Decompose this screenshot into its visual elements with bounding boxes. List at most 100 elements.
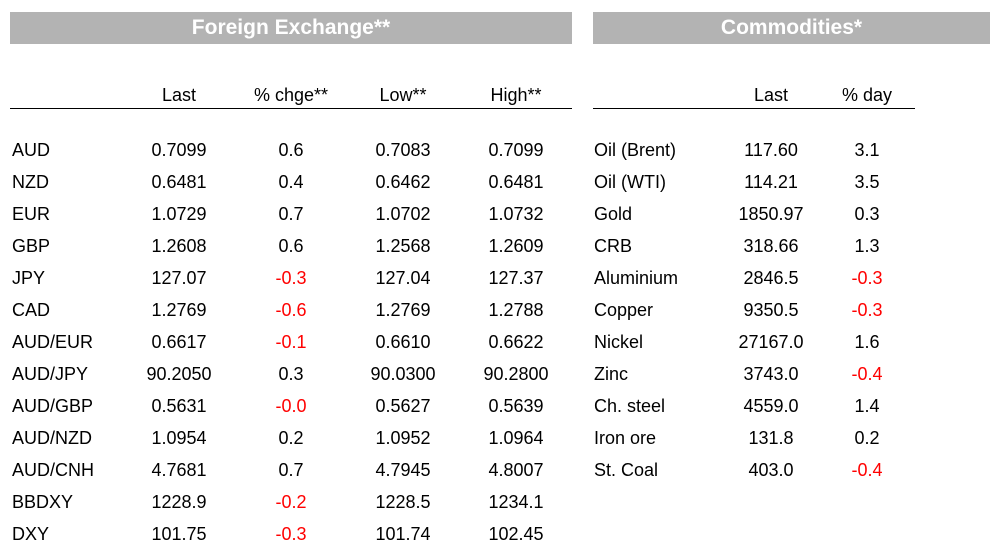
commodity-row: St. Coal 403.0 -0.4 xyxy=(0,459,998,491)
fx-row: NZD 0.6481 0.4 0.6462 0.6481 xyxy=(0,171,998,203)
commodity-last-value: 117.60 xyxy=(744,140,798,160)
commodity-day-value: 1.4 xyxy=(854,396,880,416)
fx-currency-name: NZD xyxy=(12,172,49,192)
fx-high-value: 102.45 xyxy=(488,524,544,544)
fx-chge-value: -0.6 xyxy=(275,300,307,320)
fx-last-value: 0.6617 xyxy=(151,332,207,352)
fx-currency-name: AUD/JPY xyxy=(12,364,89,384)
commodity-row: Gold 1850.97 0.3 xyxy=(0,203,998,235)
fx-chge-value: 0.6 xyxy=(278,140,304,160)
fx-header-last: Last xyxy=(161,85,197,105)
commodities-header-divider xyxy=(593,108,915,109)
fx-currency-name: EUR xyxy=(12,204,51,224)
fx-row: JPY 127.07 -0.3 127.04 127.37 xyxy=(0,267,998,299)
commodity-name: Oil (Brent) xyxy=(594,140,677,160)
fx-row: AUD/JPY 90.2050 0.3 90.0300 90.2800 xyxy=(0,363,998,395)
fx-high-value: 1234.1 xyxy=(488,492,544,512)
fx-row: AUD 0.7099 0.6 0.7083 0.7099 xyxy=(0,139,998,171)
fx-high-value: 0.5639 xyxy=(488,396,544,416)
commodity-row: Copper 9350.5 -0.3 xyxy=(0,299,998,331)
commodities-section-title: Commodities* xyxy=(593,12,990,44)
fx-chge-value: -0.2 xyxy=(275,492,307,512)
fx-low-value: 0.6462 xyxy=(375,172,431,192)
commodity-day-value: -0.3 xyxy=(851,268,883,288)
fx-high-value: 0.6622 xyxy=(488,332,544,352)
fx-high-value: 0.7099 xyxy=(488,140,544,160)
fx-chge-value: 0.6 xyxy=(278,236,304,256)
fx-row: AUD/EUR 0.6617 -0.1 0.6610 0.6622 xyxy=(0,331,998,363)
fx-chge-value: 0.7 xyxy=(278,460,304,480)
fx-currency-name: AUD xyxy=(12,140,51,160)
fx-high-value: 1.2788 xyxy=(488,300,544,320)
commodity-last-value: 27167.0 xyxy=(738,332,804,352)
commodity-last-value: 3743.0 xyxy=(743,364,799,384)
commodity-name: St. Coal xyxy=(594,460,659,480)
commodity-name: Iron ore xyxy=(594,428,657,448)
commodity-day-value: 1.6 xyxy=(854,332,880,352)
fx-low-value: 1.0702 xyxy=(375,204,431,224)
commodity-day-value: 1.3 xyxy=(854,236,880,256)
fx-low-value: 4.7945 xyxy=(375,460,431,480)
commodity-last-value: 1850.97 xyxy=(738,204,804,224)
fx-currency-name: GBP xyxy=(12,236,51,256)
fx-row: EUR 1.0729 0.7 1.0702 1.0732 xyxy=(0,203,998,235)
fx-row: AUD/GBP 0.5631 -0.0 0.5627 0.5639 xyxy=(0,395,998,427)
fx-currency-name: AUD/EUR xyxy=(12,332,94,352)
commodity-row: Oil (WTI) 114.21 3.5 xyxy=(0,171,998,203)
fx-high-value: 4.8007 xyxy=(488,460,544,480)
commodity-day-value: -0.3 xyxy=(851,300,883,320)
commodities-header-day: % day xyxy=(841,85,893,105)
fx-currency-name: AUD/CNH xyxy=(12,460,95,480)
commodity-day-value: 0.3 xyxy=(854,204,880,224)
commodity-last-value: 403.0 xyxy=(748,460,794,480)
commodity-day-value: 3.5 xyxy=(854,172,880,192)
fx-currency-name: CAD xyxy=(12,300,51,320)
fx-row: GBP 1.2608 0.6 1.2568 1.2609 xyxy=(0,235,998,267)
fx-last-value: 1.2608 xyxy=(151,236,207,256)
commodity-day-value: -0.4 xyxy=(851,460,883,480)
fx-low-value: 0.6610 xyxy=(375,332,431,352)
fx-last-value: 0.7099 xyxy=(151,140,207,160)
commodity-name: Aluminium xyxy=(594,268,679,288)
fx-row: CAD 1.2769 -0.6 1.2769 1.2788 xyxy=(0,299,998,331)
commodity-row: CRB 318.66 1.3 xyxy=(0,235,998,267)
fx-low-value: 127.04 xyxy=(375,268,431,288)
commodity-row: Iron ore 131.8 0.2 xyxy=(0,427,998,459)
commodity-last-value: 131.8 xyxy=(748,428,794,448)
commodity-name: Gold xyxy=(594,204,633,224)
fx-row: BBDXY 1228.9 -0.2 1228.5 1234.1 xyxy=(0,491,998,523)
fx-chge-value: -0.3 xyxy=(275,268,307,288)
commodity-name: Copper xyxy=(594,300,654,320)
fx-last-value: 1228.9 xyxy=(151,492,207,512)
fx-low-value: 1228.5 xyxy=(375,492,431,512)
fx-last-value: 0.5631 xyxy=(151,396,207,416)
fx-chge-value: -0.3 xyxy=(275,524,307,544)
fx-chge-value: 0.3 xyxy=(278,364,304,384)
commodity-last-value: 2846.5 xyxy=(743,268,799,288)
fx-last-value: 101.75 xyxy=(151,524,207,544)
fx-last-value: 127.07 xyxy=(151,268,207,288)
commodity-day-value: -0.4 xyxy=(851,364,883,384)
fx-chge-value: -0.0 xyxy=(275,396,307,416)
fx-low-value: 1.2769 xyxy=(375,300,431,320)
fx-chge-value: 0.7 xyxy=(278,204,304,224)
fx-header-divider xyxy=(10,108,572,109)
fx-section-title: Foreign Exchange** xyxy=(10,12,572,44)
commodity-last-value: 9350.5 xyxy=(743,300,799,320)
fx-currency-name: AUD/NZD xyxy=(12,428,92,448)
commodity-row: Oil (Brent) 117.60 3.1 xyxy=(0,139,998,171)
fx-high-value: 90.2800 xyxy=(483,364,549,384)
fx-header-chge: % chge** xyxy=(253,85,329,105)
fx-low-value: 1.2568 xyxy=(375,236,431,256)
commodity-last-value: 318.66 xyxy=(743,236,799,256)
fx-high-value: 127.37 xyxy=(488,268,544,288)
commodity-row: Ch. steel 4559.0 1.4 xyxy=(0,395,998,427)
fx-high-value: 1.2609 xyxy=(488,236,544,256)
commodity-last-value: 4559.0 xyxy=(743,396,799,416)
commodity-row: Nickel 27167.0 1.6 xyxy=(0,331,998,363)
fx-chge-value: 0.4 xyxy=(278,172,304,192)
commodity-day-value: 0.2 xyxy=(854,428,880,448)
commodity-name: CRB xyxy=(594,236,633,256)
fx-high-value: 0.6481 xyxy=(488,172,544,192)
fx-low-value: 0.7083 xyxy=(375,140,431,160)
